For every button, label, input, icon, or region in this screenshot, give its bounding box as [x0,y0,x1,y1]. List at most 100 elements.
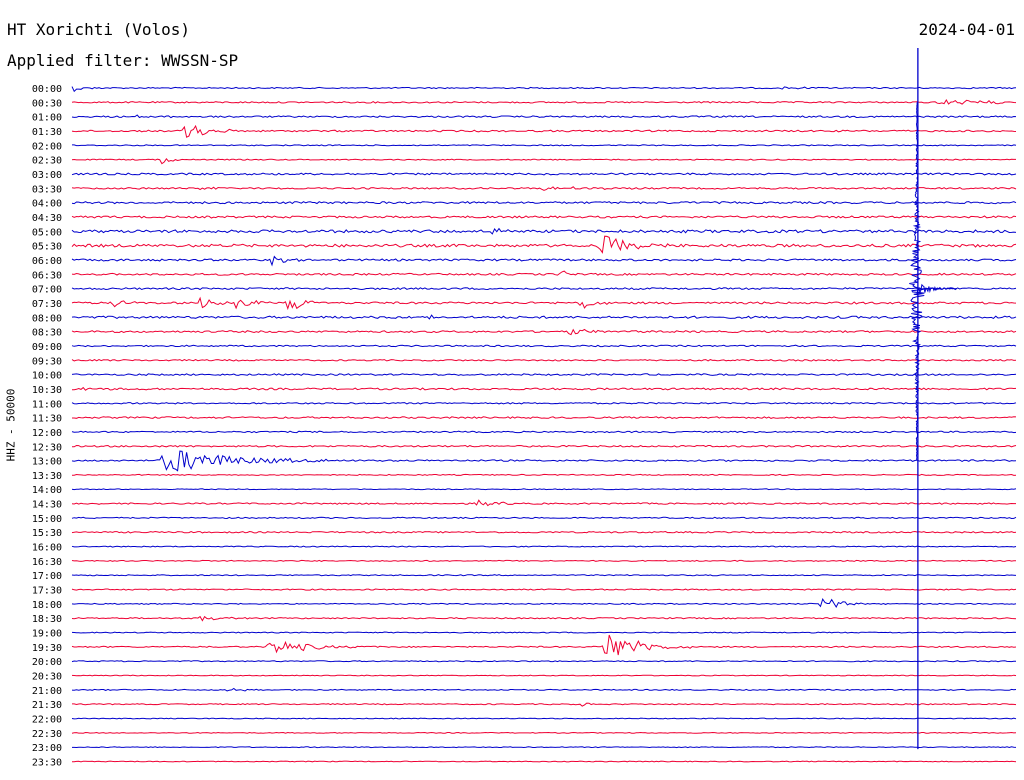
time-tick-label: 14:30 [32,500,62,511]
time-tick-label: 19:30 [32,643,62,654]
time-tick-label: 18:00 [32,600,62,611]
time-tick-label: 17:00 [32,571,62,582]
channel-axis-label: HHZ - 50000 [4,388,18,462]
major-event-coda [916,283,957,295]
trace-row-1400 [71,488,1017,491]
trace-row-1000 [71,373,1017,376]
time-tick-label: 04:00 [32,199,62,210]
time-tick-label: 20:00 [32,657,62,668]
trace-row-0000 [71,86,1017,93]
trace-row-1200 [71,430,1017,434]
time-tick-label: 05:30 [32,242,62,253]
trace-row-0830 [71,328,1017,336]
time-tick-label: 16:30 [32,557,62,568]
trace-row-0230 [71,157,1016,165]
time-tick-label: 21:00 [32,686,62,697]
trace-row-1100 [71,402,1017,405]
trace-row-2230 [71,731,1017,734]
time-tick-label: 14:00 [32,485,62,496]
time-tick-label: 11:00 [32,399,62,410]
time-tick-label: 02:00 [32,141,62,152]
time-tick-label: 12:00 [32,428,62,439]
time-tick-label: 07:30 [32,299,62,310]
trace-row-0200 [72,144,1017,147]
time-tick-label: 06:00 [32,256,62,267]
trace-row-2000 [71,660,1016,663]
trace-row-1330 [72,473,1017,476]
time-tick-label: 01:30 [32,127,62,138]
time-tick-label: 09:00 [32,342,62,353]
trace-row-0400 [71,200,1017,205]
time-tick-label: 23:00 [32,743,62,754]
date-label: 2024-04-01 [918,20,1015,39]
trace-row-2300 [72,746,1017,749]
trace-row-2130 [72,702,1017,707]
trace-row-2030 [71,674,1017,677]
time-tick-label: 19:00 [32,629,62,640]
trace-row-0100 [71,114,1017,119]
trace-row-0800 [71,314,1017,320]
trace-row-1600 [71,545,1017,548]
time-tick-label: 06:30 [32,270,62,281]
time-tick-label: 07:00 [32,285,62,296]
trace-row-0030 [71,99,1017,105]
time-tick-label: 03:00 [32,170,62,181]
time-tick-label: 22:30 [32,729,62,740]
trace-row-0130 [71,124,1017,138]
time-tick-label: 10:00 [32,371,62,382]
filter-label: Applied filter: WWSSN-SP [7,51,239,70]
trace-row-1730 [71,588,1017,591]
time-tick-label: 22:00 [32,715,62,726]
trace-row-1700 [71,574,1017,577]
trace-row-1230 [71,444,1017,448]
station-title: HT Xorichti (Volos) [7,20,191,39]
trace-row-2330 [71,760,1017,763]
time-tick-label: 05:00 [32,227,62,238]
trace-row-1630 [71,559,1016,562]
time-tick-label: 04:30 [32,213,62,224]
time-tick-label: 21:30 [32,700,62,711]
trace-row-1500 [71,516,1017,520]
time-tick-label: 03:30 [32,184,62,195]
trace-row-1300 [71,450,1017,472]
trace-row-1900 [71,631,1017,634]
trace-row-0700 [71,287,1017,291]
trace-row-0930 [71,359,1017,362]
time-tick-label: 10:30 [32,385,62,396]
time-tick-label: 15:00 [32,514,62,525]
trace-row-0630 [71,270,1017,276]
time-tick-label: 02:30 [32,156,62,167]
trace-row-0430 [71,215,1017,219]
trace-row-1030 [72,386,1017,391]
trace-row-1430 [71,499,1016,507]
time-tick-label: 20:30 [32,672,62,683]
trace-row-0300 [71,172,1017,176]
time-tick-label: 16:00 [32,543,62,554]
trace-row-0330 [71,186,1017,191]
trace-row-2100 [71,687,1017,692]
trace-row-1930 [71,634,1017,656]
time-tick-label: 13:30 [32,471,62,482]
time-tick-label: 08:00 [32,313,62,324]
time-tick-label: 15:30 [32,528,62,539]
trace-row-0600 [71,255,1017,267]
trace-row-1830 [71,615,1017,622]
time-tick-label: 01:00 [32,113,62,124]
time-tick-label: 23:30 [32,758,62,769]
trace-row-2200 [71,717,1017,720]
time-tick-label: 00:30 [32,98,62,109]
trace-row-0900 [71,344,1017,348]
trace-row-1530 [71,530,1017,534]
time-tick-label: 11:30 [32,414,62,425]
time-tick-label: 08:30 [32,328,62,339]
trace-row-0730 [71,296,1017,311]
trace-row-0530 [71,235,1017,254]
time-tick-label: 13:00 [32,457,62,468]
trace-row-0500 [71,227,1017,235]
major-event-oscillation [909,102,925,460]
trace-row-1800 [71,597,1017,609]
time-tick-label: 18:30 [32,614,62,625]
trace-row-1130 [72,416,1017,420]
time-tick-label: 17:30 [32,586,62,597]
